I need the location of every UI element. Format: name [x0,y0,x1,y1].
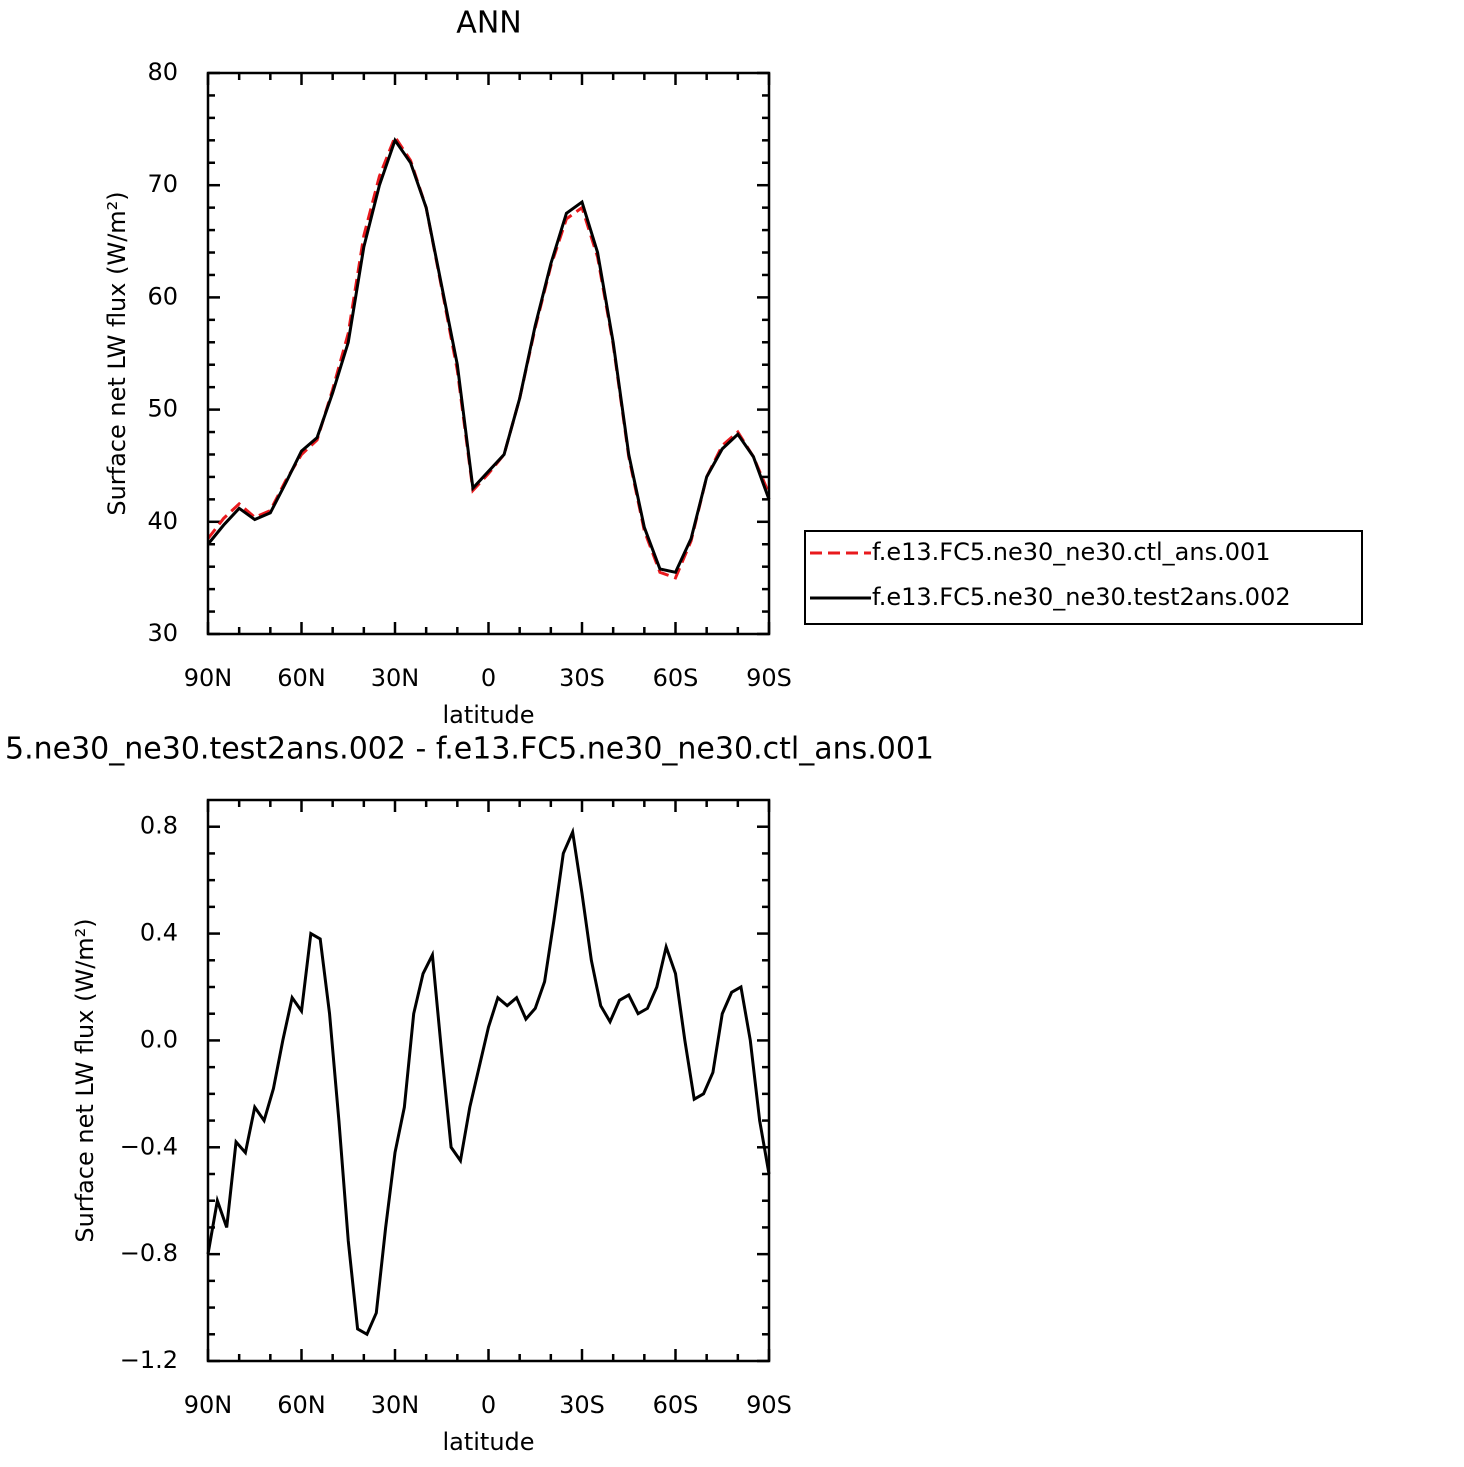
x-tick-label: 90N [184,1391,233,1419]
y-tick-label: 30 [147,619,178,647]
y-tick-label: −0.8 [120,1239,178,1267]
y-axis-label: Surface net LW flux (W/m²) [71,918,99,1242]
legend-label: f.e13.FC5.ne30_ne30.ctl_ans.001 [872,538,1271,566]
x-tick-label: 60S [653,1391,699,1419]
x-tick-label: 60S [653,664,699,692]
x-tick-label: 90S [746,1391,792,1419]
y-tick-label: 60 [147,282,178,310]
x-tick-label: 60N [277,664,326,692]
x-tick-label: 30S [559,1391,605,1419]
chart-title: 5.ne30_ne30.test2ans.002 - f.e13.FC5.ne3… [5,732,934,767]
y-tick-label: 50 [147,395,178,423]
y-axis-label: Surface net LW flux (W/m²) [103,191,131,515]
series-line [206,826,771,1337]
x-tick-label: 90N [184,664,233,692]
chart-title: ANN [456,6,521,41]
x-tick-label: 0 [481,664,496,692]
x-tick-label: 30N [371,664,420,692]
y-tick-label: 40 [147,507,178,535]
plot-frame [206,798,771,1363]
plot-frame [206,71,771,636]
x-tick-label: 30N [371,1391,420,1419]
x-tick-label: 0 [481,1391,496,1419]
x-tick-label: 90S [746,664,792,692]
x-axis-label: latitude [442,1428,534,1456]
legend-box [804,530,1363,625]
x-axis-label: latitude [442,701,534,729]
y-tick-label: 0.8 [140,812,178,840]
y-tick-label: −1.2 [120,1346,178,1374]
y-tick-label: −0.4 [120,1132,178,1160]
y-tick-label: 0.4 [140,919,178,947]
legend-label: f.e13.FC5.ne30_ne30.test2ans.002 [872,583,1291,611]
series-line [206,137,771,575]
y-tick-label: 70 [147,170,178,198]
y-tick-label: 0.0 [140,1025,178,1053]
x-tick-label: 30S [559,664,605,692]
series-line [206,133,771,580]
y-tick-label: 80 [147,58,178,86]
x-tick-label: 60N [277,1391,326,1419]
